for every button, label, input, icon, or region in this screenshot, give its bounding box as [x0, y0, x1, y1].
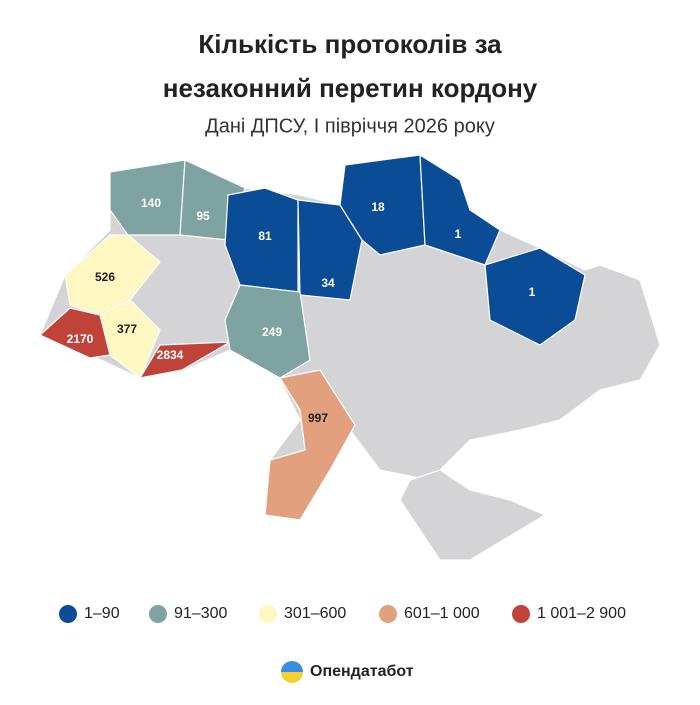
legend: 1–90 91–300 301–600 601–1 000 1 001–2 900	[59, 605, 626, 623]
region	[484, 247, 586, 346]
region-value: 249	[262, 325, 282, 339]
region	[419, 153, 501, 266]
region-value: 34	[321, 276, 335, 290]
title: незаконний перетин кордону	[163, 73, 538, 103]
region-value: 1	[455, 227, 462, 241]
brand-name: Опендатабот	[310, 663, 414, 680]
brand: Опендатабот	[281, 661, 414, 683]
legend-swatch	[512, 605, 530, 623]
legend-swatch	[59, 605, 77, 623]
legend-label: 1–90	[84, 605, 120, 622]
region-labels: 140 95 81 34 18 1 1 526 377 2170 2834 249 997	[67, 196, 536, 425]
legend-swatch	[259, 605, 277, 623]
region-value: 140	[141, 196, 161, 210]
region-value: 2170	[67, 332, 94, 346]
map	[38, 153, 661, 561]
legend-swatch	[149, 605, 167, 623]
region-value: 18	[371, 200, 385, 214]
region-value: 526	[95, 270, 115, 284]
region-value: 81	[258, 229, 272, 243]
legend-label: 91–300	[174, 605, 227, 622]
region-value: 2834	[157, 348, 184, 362]
region-value: 377	[117, 322, 137, 336]
region	[64, 234, 161, 316]
region	[38, 307, 111, 359]
region	[109, 159, 186, 236]
legend-label: 1 001–2 900	[537, 605, 626, 622]
legend-label: 301–600	[284, 605, 346, 622]
legend-label: 601–1 000	[404, 605, 480, 622]
region-value: 95	[196, 209, 210, 223]
legend-swatch	[379, 605, 397, 623]
region	[297, 199, 363, 301]
region	[264, 369, 356, 521]
title: Кількість протоколів за	[198, 29, 502, 59]
region-value: 997	[308, 411, 328, 425]
crimea	[399, 469, 547, 561]
region-value: 1	[529, 285, 536, 299]
subtitle: Дані ДПСУ, І півріччя 2026 року	[205, 115, 495, 137]
